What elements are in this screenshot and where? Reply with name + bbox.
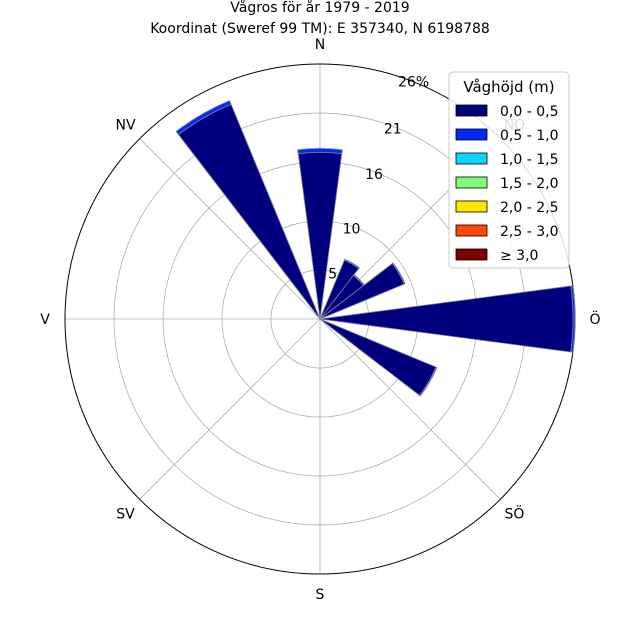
- legend-frame: [448, 71, 570, 269]
- rose-bar-60-seg-1: [391, 262, 406, 285]
- legend-label-3: 1,5 - 2,0: [500, 176, 558, 192]
- radial-tick-3: 21: [384, 122, 402, 138]
- direction-label-5: SV: [116, 506, 135, 522]
- grid-spoke-7: [139, 138, 321, 320]
- legend-label-1: 0,5 - 1,0: [500, 128, 558, 144]
- legend-swatch-5: [455, 224, 488, 237]
- rose-bar-90-seg-1: [570, 285, 576, 353]
- legend-swatch-3: [455, 176, 488, 189]
- grid-spoke-3: [319, 318, 501, 500]
- legend-title: Våghöjd (m): [463, 78, 554, 96]
- direction-label-2: Ö: [589, 310, 600, 328]
- legend-label-0: 0,0 - 0,5: [500, 104, 558, 120]
- rose-bar-30-seg-1: [343, 258, 360, 269]
- legend-label-5: 2,5 - 3,0: [500, 224, 558, 240]
- direction-label-0: N: [315, 37, 325, 53]
- radial-tick-2: 16: [365, 167, 383, 183]
- legend: Våghöjd (m) 0,0 - 0,5 0,5 - 1,0 1,0 - 1,5 1…: [448, 71, 570, 269]
- legend-label-2: 1,0 - 1,5: [500, 152, 558, 168]
- legend-swatch-2: [455, 152, 488, 165]
- legend-swatch-0: [455, 104, 488, 117]
- radial-tick-0: 5: [328, 267, 337, 283]
- legend-label-4: 2,0 - 2,5: [500, 200, 558, 216]
- legend-swatch-1: [455, 128, 488, 141]
- direction-label-7: NV: [116, 118, 136, 134]
- rose-bar-330-seg-1: [175, 100, 232, 136]
- rose-bar-0-seg-1: [297, 148, 343, 155]
- chart-subtitle: Koordinat (Sweref 99 TM): E 357340, N 61…: [150, 21, 490, 37]
- direction-label-3: SÖ: [505, 504, 525, 522]
- chart-title: Vågros för år 1979 - 2019: [230, 0, 409, 16]
- direction-label-4: S: [316, 587, 325, 603]
- direction-label-6: V: [40, 312, 50, 328]
- radial-tick-labels: 5 10 16 21 26%: [328, 74, 429, 282]
- radial-tick-1: 10: [343, 221, 361, 237]
- legend-swatch-4: [455, 200, 488, 213]
- rose-bar-120-seg-1: [419, 366, 438, 397]
- radial-tick-max: 26%: [398, 74, 429, 90]
- grid-spoke-5: [139, 318, 321, 500]
- legend-label-6: ≥ 3,0: [500, 248, 538, 264]
- rose-bar-330-seg-0: [177, 103, 321, 320]
- legend-swatch-6: [455, 248, 488, 261]
- direction-labels: NNÖÖSÖSSVVNV: [40, 37, 600, 603]
- rose-bars: [175, 100, 576, 397]
